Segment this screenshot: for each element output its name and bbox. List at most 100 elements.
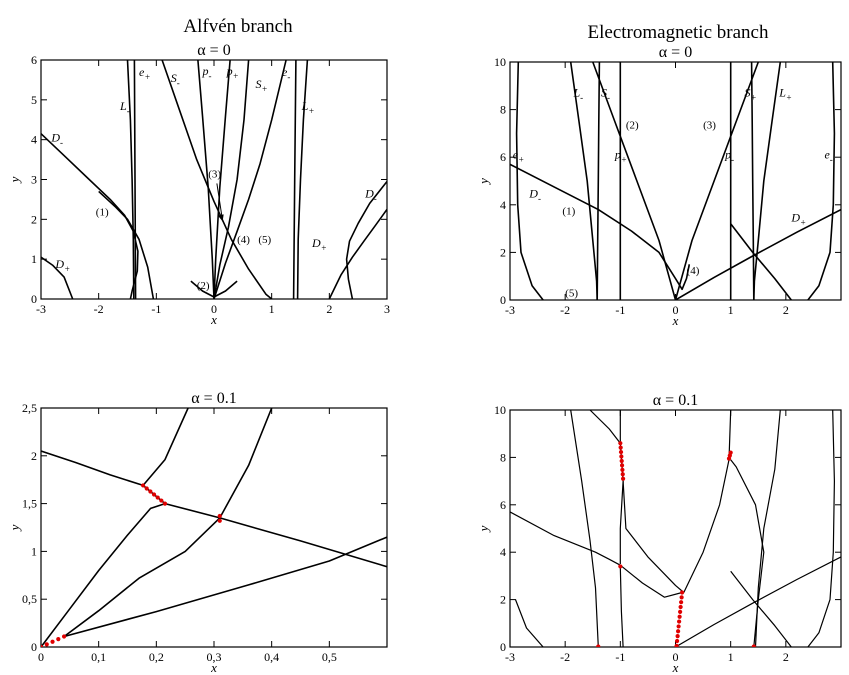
dispersion-curve-4 — [63, 536, 387, 638]
unstable-point — [728, 450, 733, 455]
x-tick-label: -3 — [36, 302, 46, 316]
x-tick-label: -2 — [94, 302, 104, 316]
panel-title: α = 0 — [659, 44, 692, 61]
unstable-point — [675, 638, 680, 644]
y-tick-label: 2 — [500, 593, 506, 607]
y-axis-label: y — [476, 178, 491, 186]
annotation-arrowhead — [217, 214, 224, 222]
unstable-point — [678, 604, 683, 610]
dispersion-curve-3 — [63, 408, 273, 638]
y-tick-label: 0 — [500, 640, 506, 654]
x-tick-label: 0,2 — [149, 650, 164, 664]
x-axis-label: x — [672, 660, 679, 675]
unstable-point — [620, 476, 626, 481]
dispersion-curve-0 — [41, 408, 189, 487]
y-axis-label: y — [476, 525, 491, 533]
dispersion-curve-1 — [570, 410, 599, 647]
y-tick-label: 10 — [494, 403, 506, 417]
y-tick-label: 1 — [31, 252, 37, 266]
unstable-point — [41, 644, 44, 647]
y-tick-label: 6 — [500, 150, 506, 164]
dispersion-curve-0 — [510, 511, 683, 598]
unstable-point — [680, 590, 685, 595]
x-tick-label: 0 — [38, 650, 44, 664]
dispersion-curve-10 — [807, 62, 836, 300]
panel-top-left: α = 0 -3 -2 -1 0 1 2 3 0 1 2 3 4 5 6 x y D- L-e+ S-p-p+ S+ e-… — [7, 42, 390, 327]
plot-frame — [509, 409, 842, 648]
panel-bottom-left: α = 0.1 0 0,1 0,2 0,3 0,4 0,5 0 0,5 1 1,5 2 2,5 x y — [7, 390, 388, 675]
curve-label: L+ — [301, 99, 315, 116]
x-tick-label: -1 — [151, 302, 161, 316]
y-tick-label: 4 — [31, 133, 37, 147]
x-tick-label: -2 — [560, 303, 570, 317]
y-tick-label: 4 — [500, 198, 506, 212]
unstable-point — [674, 643, 679, 647]
curve-label: S- — [171, 71, 180, 88]
curve-label: e- — [824, 147, 832, 164]
dispersion-curve-8 — [750, 62, 755, 300]
heading-alfven-branch: Alfvén branch — [183, 16, 293, 37]
unstable-point — [44, 642, 49, 647]
unstable-point — [144, 486, 149, 491]
curve-label: S- — [601, 86, 610, 103]
numbered-point-label: (4) — [237, 234, 250, 246]
x-tick-label: 0,4 — [264, 650, 279, 664]
numbered-point-label: (3) — [703, 120, 716, 132]
curve-label: S+ — [256, 77, 268, 94]
x-tick-label: -3 — [505, 650, 515, 664]
unstable-point — [151, 492, 157, 497]
x-tick-label: 0,5 — [322, 650, 337, 664]
unstable-point — [619, 458, 624, 464]
dispersion-curve-11 — [675, 556, 841, 647]
x-tick-label: -3 — [505, 303, 515, 317]
dispersion-curve-13 — [345, 181, 387, 299]
dispersion-curve-2 — [41, 502, 166, 647]
dispersion-curve-1 — [41, 256, 74, 299]
dispersion-curve-9 — [753, 62, 782, 300]
dispersion-curve-8 — [730, 459, 765, 647]
panel-bottom-right: α = 0.1 -3 -2 -1 0 1 2 0 2 4 6 8 10 x y — [476, 392, 842, 675]
curve-label: D+ — [790, 210, 806, 227]
x-tick-label: 1 — [728, 650, 734, 664]
curve-label: p+ — [226, 64, 239, 81]
dispersion-curve-12 — [296, 60, 309, 299]
dispersion-curve-7 — [213, 60, 231, 299]
unstable-point — [596, 644, 601, 647]
dispersion-curve-11 — [292, 60, 297, 299]
unstable-point — [61, 634, 67, 639]
curve-label: p- — [201, 64, 211, 81]
unstable-point — [619, 454, 624, 459]
dispersion-curve-6 — [619, 566, 624, 647]
unstable-point — [162, 501, 168, 506]
numbered-point-label: (4) — [687, 265, 700, 277]
y-tick-label: 2,5 — [22, 401, 37, 415]
unstable-point — [679, 600, 684, 605]
dispersion-curve-2 — [514, 599, 544, 647]
dispersion-curve-6 — [197, 60, 215, 299]
curve-label: D- — [50, 131, 63, 148]
numbered-point-label: (3) — [208, 169, 221, 181]
dispersion-curve-12 — [730, 570, 792, 647]
dispersion-curve-0 — [41, 133, 139, 299]
curve-label: e+ — [139, 65, 150, 82]
unstable-point — [677, 619, 682, 624]
y-tick-label: 6 — [500, 498, 506, 512]
unstable-point — [620, 472, 625, 477]
dispersion-curve-7 — [683, 410, 732, 593]
numbered-point-label: (5) — [258, 234, 271, 246]
y-tick-label: 2 — [500, 245, 506, 259]
curve-label: L+ — [778, 86, 792, 103]
numbered-point-label: (5) — [565, 287, 578, 299]
plot-frame — [40, 407, 388, 648]
x-tick-label: 1 — [269, 302, 275, 316]
unstable-point — [676, 624, 681, 629]
y-axis-label: y — [7, 176, 22, 184]
dispersion-curve-10 — [807, 410, 836, 647]
y-tick-label: 0 — [500, 293, 506, 307]
y-tick-label: 1 — [31, 544, 37, 558]
dispersion-curve-11 — [675, 208, 841, 300]
dispersion-curve-3 — [98, 190, 155, 299]
x-axis-label: x — [210, 312, 217, 327]
